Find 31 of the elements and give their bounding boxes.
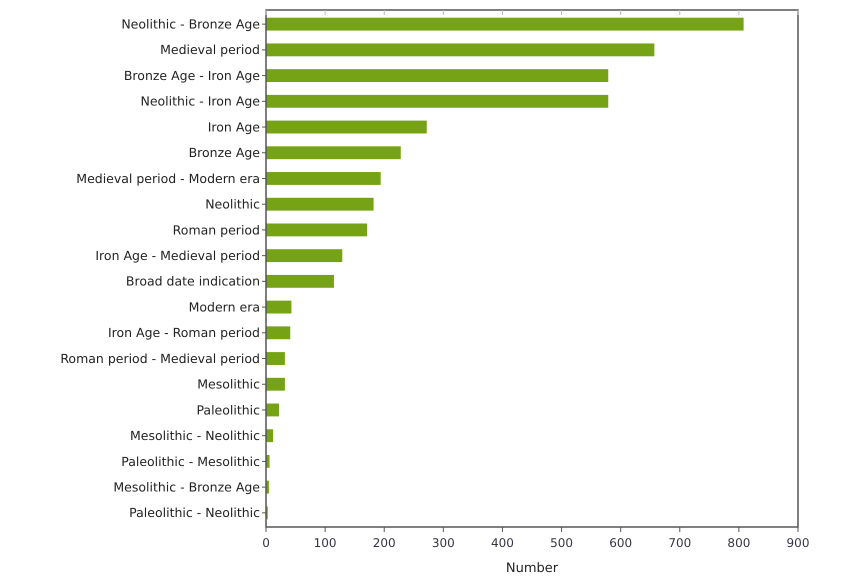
x-tick-label: 200 (372, 536, 396, 550)
y-tick-label: Medieval period (160, 42, 260, 58)
y-tick-label: Iron Age - Medieval period (95, 248, 260, 264)
y-tick-label: Mesolithic - Neolithic (130, 428, 260, 444)
y-tick-label: Neolithic - Bronze Age (121, 16, 260, 32)
y-tick-label: Iron Age (208, 119, 260, 134)
x-tick-label: 600 (609, 536, 632, 550)
y-tick-label: Medieval period - Modern era (76, 170, 260, 186)
x-tick-label: 700 (668, 536, 692, 550)
x-tick-label: 0 (262, 536, 270, 550)
y-tick-label: Bronze Age - Iron Age (124, 68, 260, 83)
y-tick-label: Neolithic (205, 196, 260, 212)
y-tick-label: Paleolithic - Mesolithic (121, 454, 260, 469)
y-tick-label: Roman period - Medieval period (60, 350, 260, 366)
x-axis-title: Number (506, 561, 559, 576)
y-tick-label: Bronze Age (188, 145, 260, 160)
y-tick-label: Neolithic - Iron Age (140, 94, 260, 109)
y-tick-label: Mesolithic - Bronze Age (113, 480, 260, 495)
y-tick-label: Paleolithic - Neolithic (129, 505, 260, 520)
x-tick-label: 300 (432, 536, 455, 550)
y-tick-label: Mesolithic (197, 376, 260, 392)
y-tick-label: Roman period (172, 222, 260, 238)
x-tick-label: 100 (314, 536, 337, 550)
y-tick-label: Modern era (188, 299, 260, 314)
x-tick-label: 500 (550, 536, 574, 550)
y-tick-label: Iron Age - Roman period (108, 325, 260, 340)
x-tick-label: 400 (490, 536, 514, 550)
x-tick-label: 900 (786, 536, 810, 550)
x-tick-label: 800 (727, 536, 750, 550)
y-tick-label: Broad date indication (126, 274, 260, 289)
y-tick-label: Paleolithic (196, 402, 260, 418)
